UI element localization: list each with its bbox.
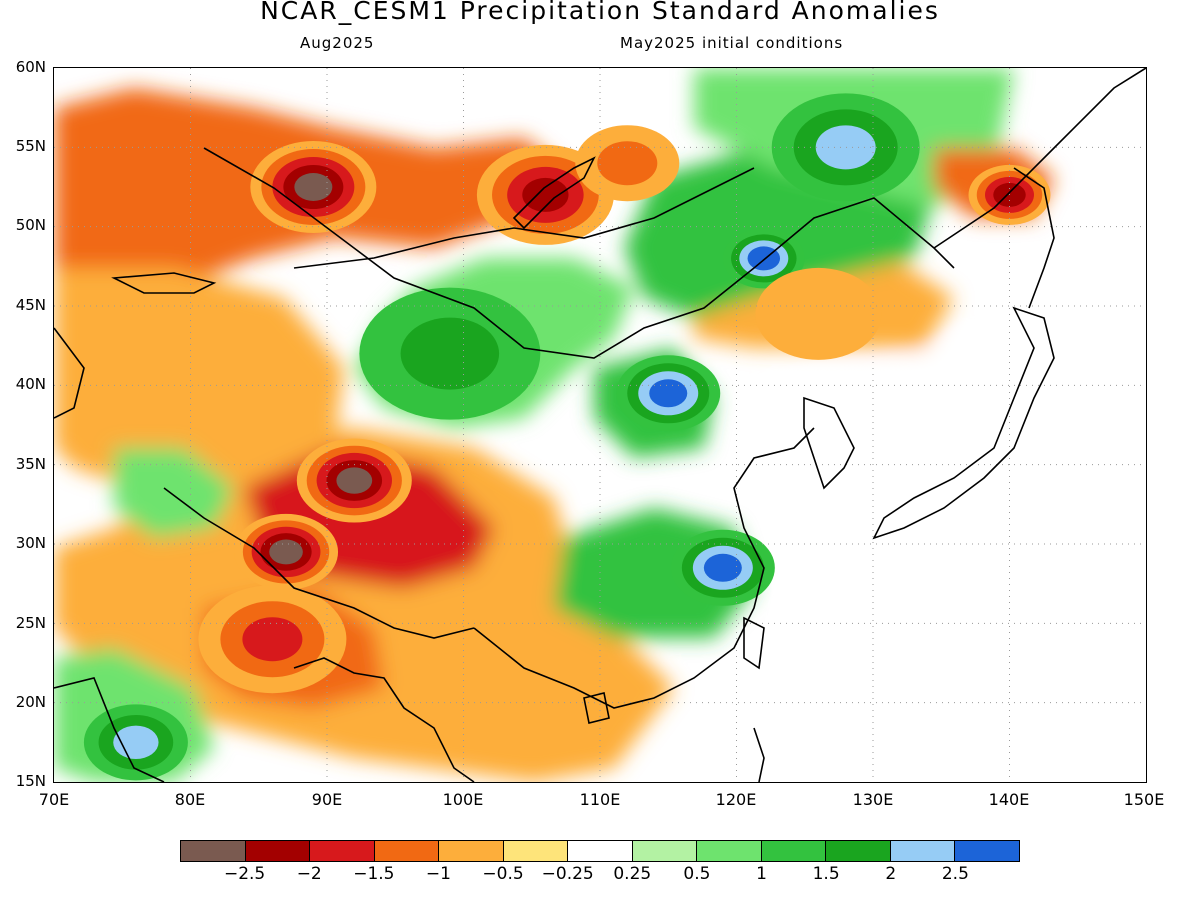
colorbar-swatch <box>955 841 1019 861</box>
hainan-coast <box>583 692 610 724</box>
lon-label-90e: 90E <box>311 790 343 809</box>
anomaly-contour <box>703 553 742 582</box>
lon-label-70e: 70E <box>38 790 70 809</box>
colorbar-label: 1 <box>756 864 767 884</box>
colorbar-swatch <box>374 841 440 861</box>
anomaly-contour <box>242 617 303 662</box>
caspian-coast <box>54 327 85 419</box>
lat-label-15n: 15N <box>15 772 46 790</box>
sakhalin-coast <box>1013 167 1055 309</box>
china-mongolia-border <box>203 147 955 359</box>
colorbar-label: −0.25 <box>541 864 594 884</box>
lat-label-55n: 55N <box>15 137 46 155</box>
colorbar-label: 0.5 <box>683 864 711 884</box>
russia-mongolia-border <box>293 167 755 269</box>
japan-coast <box>872 306 1055 540</box>
anomaly-map-svg <box>54 68 1146 782</box>
lon-label-80e: 80E <box>174 790 206 809</box>
wet-region-ocean <box>754 298 1146 782</box>
korea-coast <box>803 396 855 490</box>
lon-label-120e: 120E <box>715 790 757 809</box>
himalaya-border <box>163 487 475 639</box>
colorbar-swatch <box>181 841 246 861</box>
dry-region-north <box>54 88 574 388</box>
colorbar-label: −2.5 <box>223 864 266 884</box>
colorbar-label: −1 <box>425 864 451 884</box>
lat-label-30n: 30N <box>15 534 46 552</box>
india-coast <box>54 677 165 782</box>
pacific-coast <box>933 68 1146 249</box>
anomaly-map <box>54 68 1146 782</box>
lat-label-40n: 40N <box>15 375 46 393</box>
taiwan-coast <box>743 616 765 670</box>
valid-month-label: Aug2025 <box>300 34 375 52</box>
lon-label-140e: 140E <box>988 790 1030 809</box>
philippines-coast <box>753 727 765 782</box>
lon-label-130e: 130E <box>852 790 894 809</box>
lat-label-45n: 45N <box>15 296 46 314</box>
anomaly-contour <box>294 173 333 201</box>
colorbar-swatch <box>568 841 633 861</box>
anomaly-contour <box>400 317 500 390</box>
colorbar-label: −2 <box>296 864 322 884</box>
anomaly-contour <box>113 725 159 759</box>
colorbar-swatch <box>761 841 827 861</box>
colorbar-label: −0.5 <box>482 864 524 884</box>
graticule <box>54 68 1146 782</box>
colorbar-swatch <box>310 841 375 861</box>
anomaly-contour <box>815 125 876 170</box>
balkhash-lake <box>111 272 217 294</box>
colorbar-swatch <box>245 841 311 861</box>
colorbar-swatch <box>632 841 698 861</box>
colorbar-swatch <box>890 841 956 861</box>
initial-conditions-label: May2025 initial conditions <box>620 34 844 52</box>
colorbar-swatch <box>826 841 891 861</box>
lat-label-50n: 50N <box>15 216 46 234</box>
colorbar-swatch <box>439 841 504 861</box>
lon-label-150e: 150E <box>1123 790 1165 809</box>
colorbar-swatch <box>503 841 569 861</box>
bay-of-bengal-coast <box>293 657 475 782</box>
lon-label-100e: 100E <box>442 790 484 809</box>
anomaly-contour <box>597 141 658 186</box>
colorbar-label: 2.5 <box>941 864 969 884</box>
lon-label-110e: 110E <box>579 790 621 809</box>
lat-label-20n: 20N <box>15 693 46 711</box>
wet-region-karakoram <box>114 448 234 538</box>
chart-title: NCAR_CESM1 Precipitation Standard Anomal… <box>260 0 940 25</box>
colorbar <box>180 840 1020 862</box>
coastlines <box>54 68 1146 782</box>
lat-label-25n: 25N <box>15 614 46 632</box>
colorbar-label: 2 <box>885 864 897 884</box>
anomaly-contour <box>336 467 373 494</box>
colorbar-label: −1.5 <box>353 864 395 884</box>
colorbar-label: 1.5 <box>812 864 840 884</box>
anomaly-contour <box>649 379 688 408</box>
lat-label-60n: 60N <box>15 58 46 76</box>
lat-label-35n: 35N <box>15 455 46 473</box>
colorbar-label: 0.25 <box>613 864 652 884</box>
anomaly-contour <box>269 539 303 565</box>
anomaly-contour <box>522 177 569 212</box>
anomaly-contour <box>755 267 882 360</box>
baikal-lake <box>512 156 596 230</box>
colorbar-swatch <box>697 841 762 861</box>
